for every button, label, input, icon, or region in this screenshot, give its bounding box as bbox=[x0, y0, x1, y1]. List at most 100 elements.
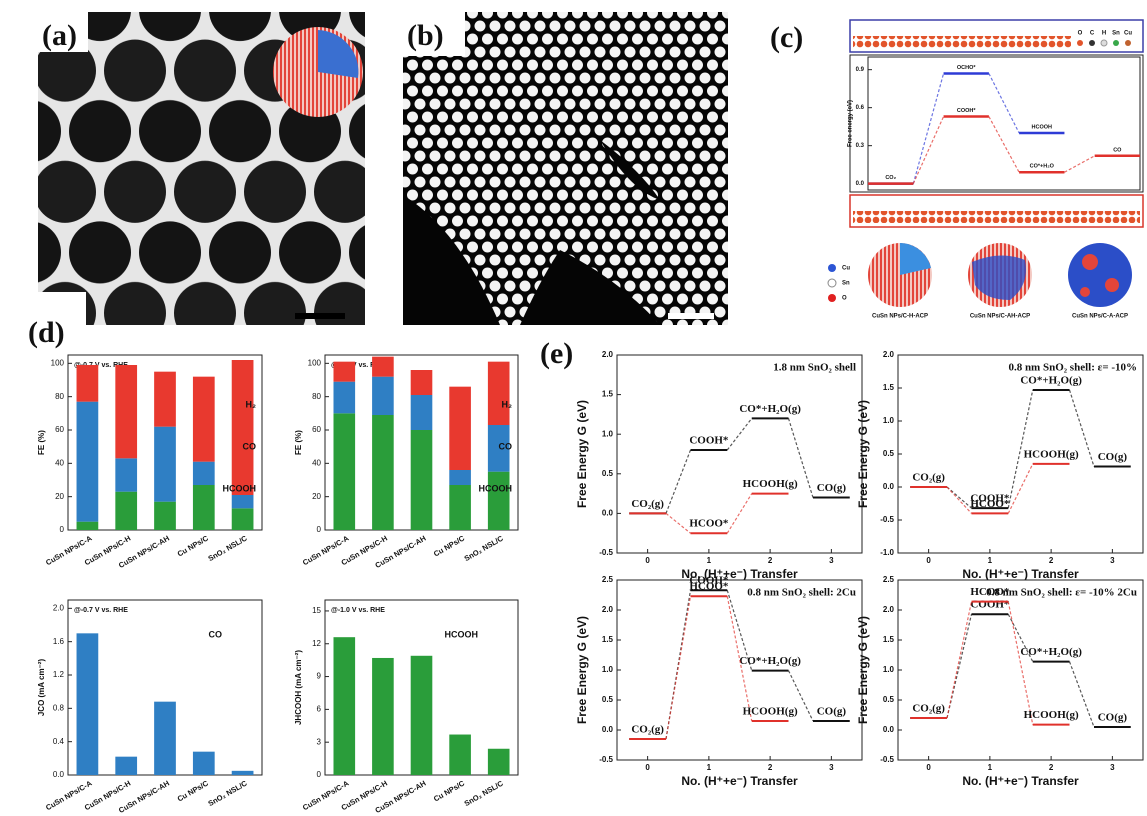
chart-title: @-0.7 V vs. RHE bbox=[74, 607, 128, 614]
y-tick-label: 60 bbox=[312, 425, 321, 434]
x-tick-label: Cu NPs/C bbox=[176, 533, 211, 558]
panel-label: (b) bbox=[407, 19, 444, 52]
y-tick-label: 1.0 bbox=[602, 665, 614, 674]
slab-top bbox=[850, 20, 1143, 52]
x-tick-label: 0 bbox=[926, 556, 931, 565]
y-tick-label: 0 bbox=[317, 525, 322, 534]
y-tick-label: 20 bbox=[55, 492, 64, 501]
y-tick-label: 0.9 bbox=[856, 67, 865, 73]
y-tick-label: 2.5 bbox=[602, 575, 614, 584]
bar bbox=[232, 495, 254, 508]
structures bbox=[828, 243, 1132, 307]
y-tick-label: 100 bbox=[308, 358, 322, 367]
bar bbox=[449, 470, 471, 485]
y-tick-label: -0.5 bbox=[880, 755, 894, 764]
y-tick-label: 1.2 bbox=[53, 670, 65, 679]
structure-caption: CuSn NPs/C-AH-ACP bbox=[970, 314, 1030, 320]
bar bbox=[333, 413, 355, 530]
plot-frame bbox=[617, 355, 862, 553]
y-tick-label: 1.5 bbox=[883, 383, 895, 392]
y-tick-label: 40 bbox=[312, 458, 321, 467]
level-label: CO*+H₂O bbox=[1030, 164, 1055, 170]
y-tick-label: 2.0 bbox=[883, 605, 895, 614]
y-axis-label: Free Energy G (eV) bbox=[856, 616, 870, 724]
y-axis-label: Free energy (eV) bbox=[848, 100, 854, 147]
y-tick-label: 80 bbox=[55, 392, 64, 401]
level-label: HCOOH(g) bbox=[1024, 448, 1079, 460]
atom-label: Cu bbox=[1124, 31, 1132, 37]
level-label: HCOOH(g) bbox=[743, 478, 798, 490]
plot-frame bbox=[898, 580, 1143, 760]
y-tick-label: 0.0 bbox=[602, 725, 614, 734]
bar bbox=[115, 458, 137, 491]
level-label: HCOO* bbox=[970, 586, 1010, 598]
chart-title: 1.8 nm SnO₂ shell bbox=[773, 362, 856, 374]
panel-label: (d) bbox=[28, 316, 65, 349]
y-tick-label: 0.0 bbox=[602, 509, 614, 518]
x-tick-label: 0 bbox=[926, 763, 931, 772]
y-axis-label: Free Energy G (eV) bbox=[856, 400, 870, 508]
bar bbox=[154, 702, 176, 775]
x-tick-label: 2 bbox=[768, 556, 773, 565]
bar bbox=[449, 387, 471, 470]
x-tick-label: SnO₂ NSL/C bbox=[207, 533, 250, 563]
chart-title: @-1.0 V vs. RHE bbox=[331, 607, 385, 614]
bar bbox=[115, 492, 137, 530]
legend-label: CO bbox=[209, 629, 223, 639]
y-tick-label: 1.0 bbox=[883, 665, 895, 674]
bar bbox=[232, 360, 254, 495]
structure-caption: CuSn NPs/C-H-ACP bbox=[872, 314, 928, 320]
y-tick-label: 9 bbox=[317, 672, 322, 681]
panel-label: (e) bbox=[540, 337, 573, 370]
level-label: HCOOH(g) bbox=[743, 706, 798, 718]
y-tick-label: 2.0 bbox=[53, 603, 65, 612]
y-tick-label: 0.6 bbox=[856, 105, 865, 111]
y-tick-label: 0 bbox=[60, 525, 65, 534]
x-tick-label: SnO₂ NSL/C bbox=[207, 778, 250, 808]
legend-label: CO bbox=[499, 441, 513, 451]
level-label: HCOO* bbox=[689, 518, 729, 530]
y-axis-label: Free Energy G (eV) bbox=[575, 400, 589, 508]
y-tick-label: 15 bbox=[312, 606, 321, 615]
x-tick-label: 2 bbox=[768, 763, 773, 772]
y-tick-label: 1.0 bbox=[602, 429, 614, 438]
level-label: CO*+H₂O(g) bbox=[739, 403, 801, 415]
y-tick-label: 1.5 bbox=[602, 635, 614, 644]
bar bbox=[333, 362, 355, 382]
x-tick-label: Cu NPs/C bbox=[432, 533, 467, 558]
legend-label: CO bbox=[243, 441, 257, 451]
y-tick-label: 1.5 bbox=[883, 635, 895, 644]
y-tick-label: 2.5 bbox=[883, 575, 895, 584]
y-axis-label: FE (%) bbox=[37, 430, 46, 455]
bar bbox=[411, 430, 433, 530]
atom-label: Sn bbox=[1112, 31, 1120, 37]
bar bbox=[411, 656, 433, 775]
bar bbox=[193, 485, 215, 530]
legend-label: HCOOH bbox=[479, 483, 513, 493]
level-label: COOH* bbox=[689, 435, 729, 447]
x-tick-label: 3 bbox=[1110, 763, 1115, 772]
y-axis-label: Free Energy G (eV) bbox=[575, 616, 589, 724]
element-label: O bbox=[842, 296, 847, 302]
bar bbox=[488, 749, 510, 775]
x-tick-label: 3 bbox=[1110, 556, 1115, 565]
level-label: HCOO* bbox=[689, 581, 729, 593]
y-tick-label: 1.5 bbox=[602, 390, 614, 399]
x-tick-label: 3 bbox=[829, 763, 834, 772]
bar bbox=[411, 370, 433, 395]
bar bbox=[115, 757, 137, 775]
bar bbox=[372, 357, 394, 377]
level-label: OCHO* bbox=[957, 65, 977, 71]
y-tick-label: 0.5 bbox=[883, 695, 895, 704]
y-tick-label: 80 bbox=[312, 392, 321, 401]
y-tick-label: 0.0 bbox=[883, 725, 895, 734]
micrograph-b bbox=[403, 12, 728, 325]
level-label: HCOOH bbox=[1032, 124, 1053, 130]
legend-label: H₂ bbox=[246, 399, 257, 409]
y-axis-label: FE (%) bbox=[294, 430, 303, 455]
y-tick-label: 0.3 bbox=[856, 143, 865, 149]
bar bbox=[154, 372, 176, 427]
y-tick-label: 0.0 bbox=[883, 482, 895, 491]
y-tick-label: 100 bbox=[51, 358, 65, 367]
level-label: CO*+H₂O(g) bbox=[1020, 375, 1082, 387]
